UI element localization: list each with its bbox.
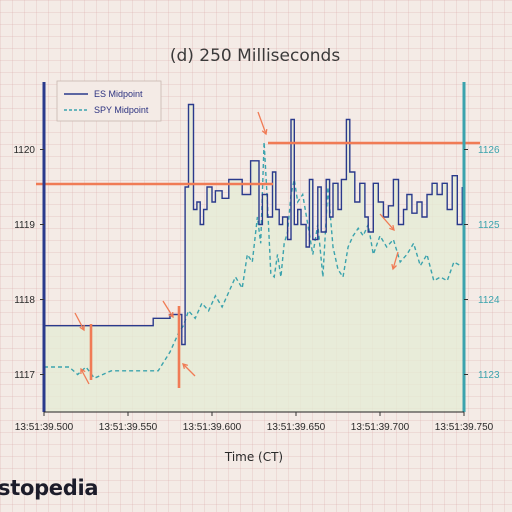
right-tick-label: 1126 bbox=[478, 145, 500, 156]
annotation-arrow-5 bbox=[257, 111, 268, 136]
left-tick-label: 1117 bbox=[14, 370, 35, 381]
x-tick-label: 13:51:39.650 bbox=[267, 422, 326, 433]
legend-box bbox=[56, 80, 162, 122]
right-tick-label: 1123 bbox=[478, 370, 500, 381]
brand-logo: stopedia bbox=[0, 476, 99, 500]
left-tick-label: 1119 bbox=[14, 220, 35, 231]
x-tick-label: 13:51:39.700 bbox=[351, 422, 410, 433]
right-tick-label: 1125 bbox=[478, 220, 500, 231]
left-tick-label: 1118 bbox=[14, 295, 35, 306]
x-tick-label: 13:51:39.600 bbox=[183, 422, 242, 433]
annotation-arrow-4 bbox=[182, 363, 196, 377]
legend: ES Midpoint SPY Midpoint bbox=[56, 80, 162, 122]
x-tick-label: 13:51:39.550 bbox=[99, 422, 158, 433]
x-axis-label: Time (CT) bbox=[224, 450, 283, 464]
annotation-arrow-1 bbox=[74, 312, 85, 332]
x-tick-label: 13:51:39.750 bbox=[435, 422, 494, 433]
left-tick-label: 1120 bbox=[13, 145, 35, 156]
annotation-arrow-3 bbox=[162, 300, 174, 319]
legend-es-label: ES Midpoint bbox=[94, 89, 143, 99]
spy-midpoint-line bbox=[44, 141, 461, 380]
annotation-arrow-2 bbox=[80, 367, 90, 385]
chart-title: (d) 250 Milliseconds bbox=[170, 46, 341, 66]
right-tick-label: 1124 bbox=[478, 295, 500, 306]
legend-spy-label: SPY Midpoint bbox=[94, 105, 149, 115]
es-midpoint-line bbox=[44, 103, 463, 346]
x-tick-label: 13:51:39.500 bbox=[15, 422, 74, 433]
annotation-arrow-6 bbox=[379, 213, 395, 232]
annotation-arrow-7 bbox=[391, 251, 399, 271]
